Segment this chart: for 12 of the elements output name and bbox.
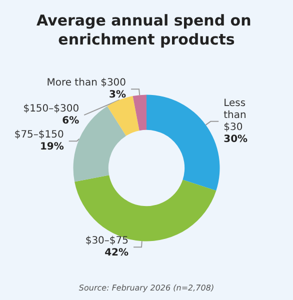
chart-title: Average annual spend on enrichment products — [36, 12, 257, 48]
slice-label: $150–$300 — [23, 104, 80, 115]
data-label: 42% — [104, 248, 129, 259]
slice-label: More than $300 — [46, 78, 126, 89]
data-label: 30% — [224, 134, 248, 145]
slice-label: Less than $30 — [224, 98, 246, 133]
source-note: Source: February 2026 (n=2,708) — [78, 284, 214, 292]
data-label: 6% — [62, 116, 80, 127]
slice-label: $75–$150 — [14, 130, 64, 141]
data-label: 3% — [109, 90, 126, 101]
slice-label: $30–$75 — [85, 236, 129, 247]
data-label: 19% — [40, 142, 64, 153]
